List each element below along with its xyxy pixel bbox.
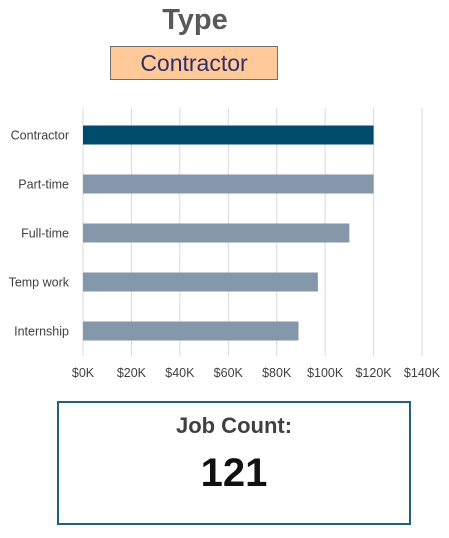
job-count-value: 121 xyxy=(200,451,268,495)
bar-part-time[interactable] xyxy=(83,174,374,194)
slicer-selected-button[interactable]: Contractor xyxy=(110,46,278,80)
x-tick-label: $80K xyxy=(262,366,292,380)
y-category-label: Full-time xyxy=(21,227,69,241)
y-category-label: Temp work xyxy=(9,276,70,290)
x-tick-label: $120K xyxy=(355,366,392,380)
x-tick-label: $40K xyxy=(165,366,195,380)
y-category-label: Internship xyxy=(14,325,69,339)
bar-temp-work[interactable] xyxy=(83,272,318,292)
slicer-title: Type xyxy=(162,4,228,36)
x-tick-label: $20K xyxy=(117,366,147,380)
bar-internship[interactable] xyxy=(83,321,299,341)
job-count-card: Job Count: 121 xyxy=(57,401,411,525)
x-tick-label: $100K xyxy=(307,366,344,380)
y-category-label: Contractor xyxy=(11,129,69,143)
y-category-label: Part-time xyxy=(18,178,69,192)
x-tick-label: $140K xyxy=(404,366,441,380)
x-tick-label: $0K xyxy=(72,366,95,380)
x-tick-label: $60K xyxy=(214,366,244,380)
bar-contractor[interactable] xyxy=(83,125,374,145)
job-count-label: Job Count: xyxy=(175,413,293,438)
bar-chart: Contractor Part-time Full-time Temp work Int… xyxy=(9,108,441,380)
bar-full-time[interactable] xyxy=(83,223,350,243)
